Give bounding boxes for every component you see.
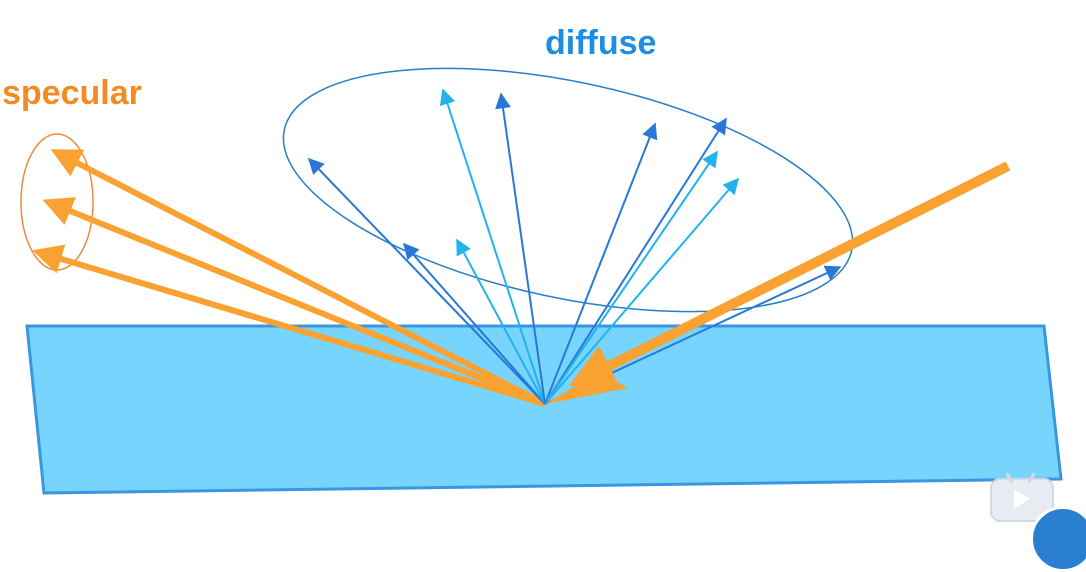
- diffuse-ray: [307, 157, 546, 405]
- specular-ray-top: [50, 149, 547, 407]
- play-icon: [1014, 489, 1030, 509]
- diffuse-ray: [402, 242, 546, 405]
- reflective-surface: [25, 324, 1063, 495]
- reflection-point-arrowhead: [545, 372, 628, 404]
- diffuse-ray: [495, 92, 546, 405]
- diffuse-ray: [439, 88, 546, 405]
- specular-label: specular: [2, 74, 142, 112]
- diffuse-ray: [544, 122, 658, 405]
- specular-ray-bottom: [32, 244, 546, 407]
- diffuse-ray: [456, 238, 546, 405]
- diagram-canvas: [20, 67, 1063, 495]
- specular-ray-middle: [42, 197, 547, 407]
- specular-rays: [32, 149, 547, 407]
- diffuse-lobe-outline: [282, 67, 854, 313]
- diffuse-label: diffuse: [545, 24, 657, 62]
- reflection-diagram: specular diffuse: [0, 0, 1086, 523]
- incident-light-ray: [568, 161, 1011, 387]
- corner-badge-icon: [1030, 506, 1086, 572]
